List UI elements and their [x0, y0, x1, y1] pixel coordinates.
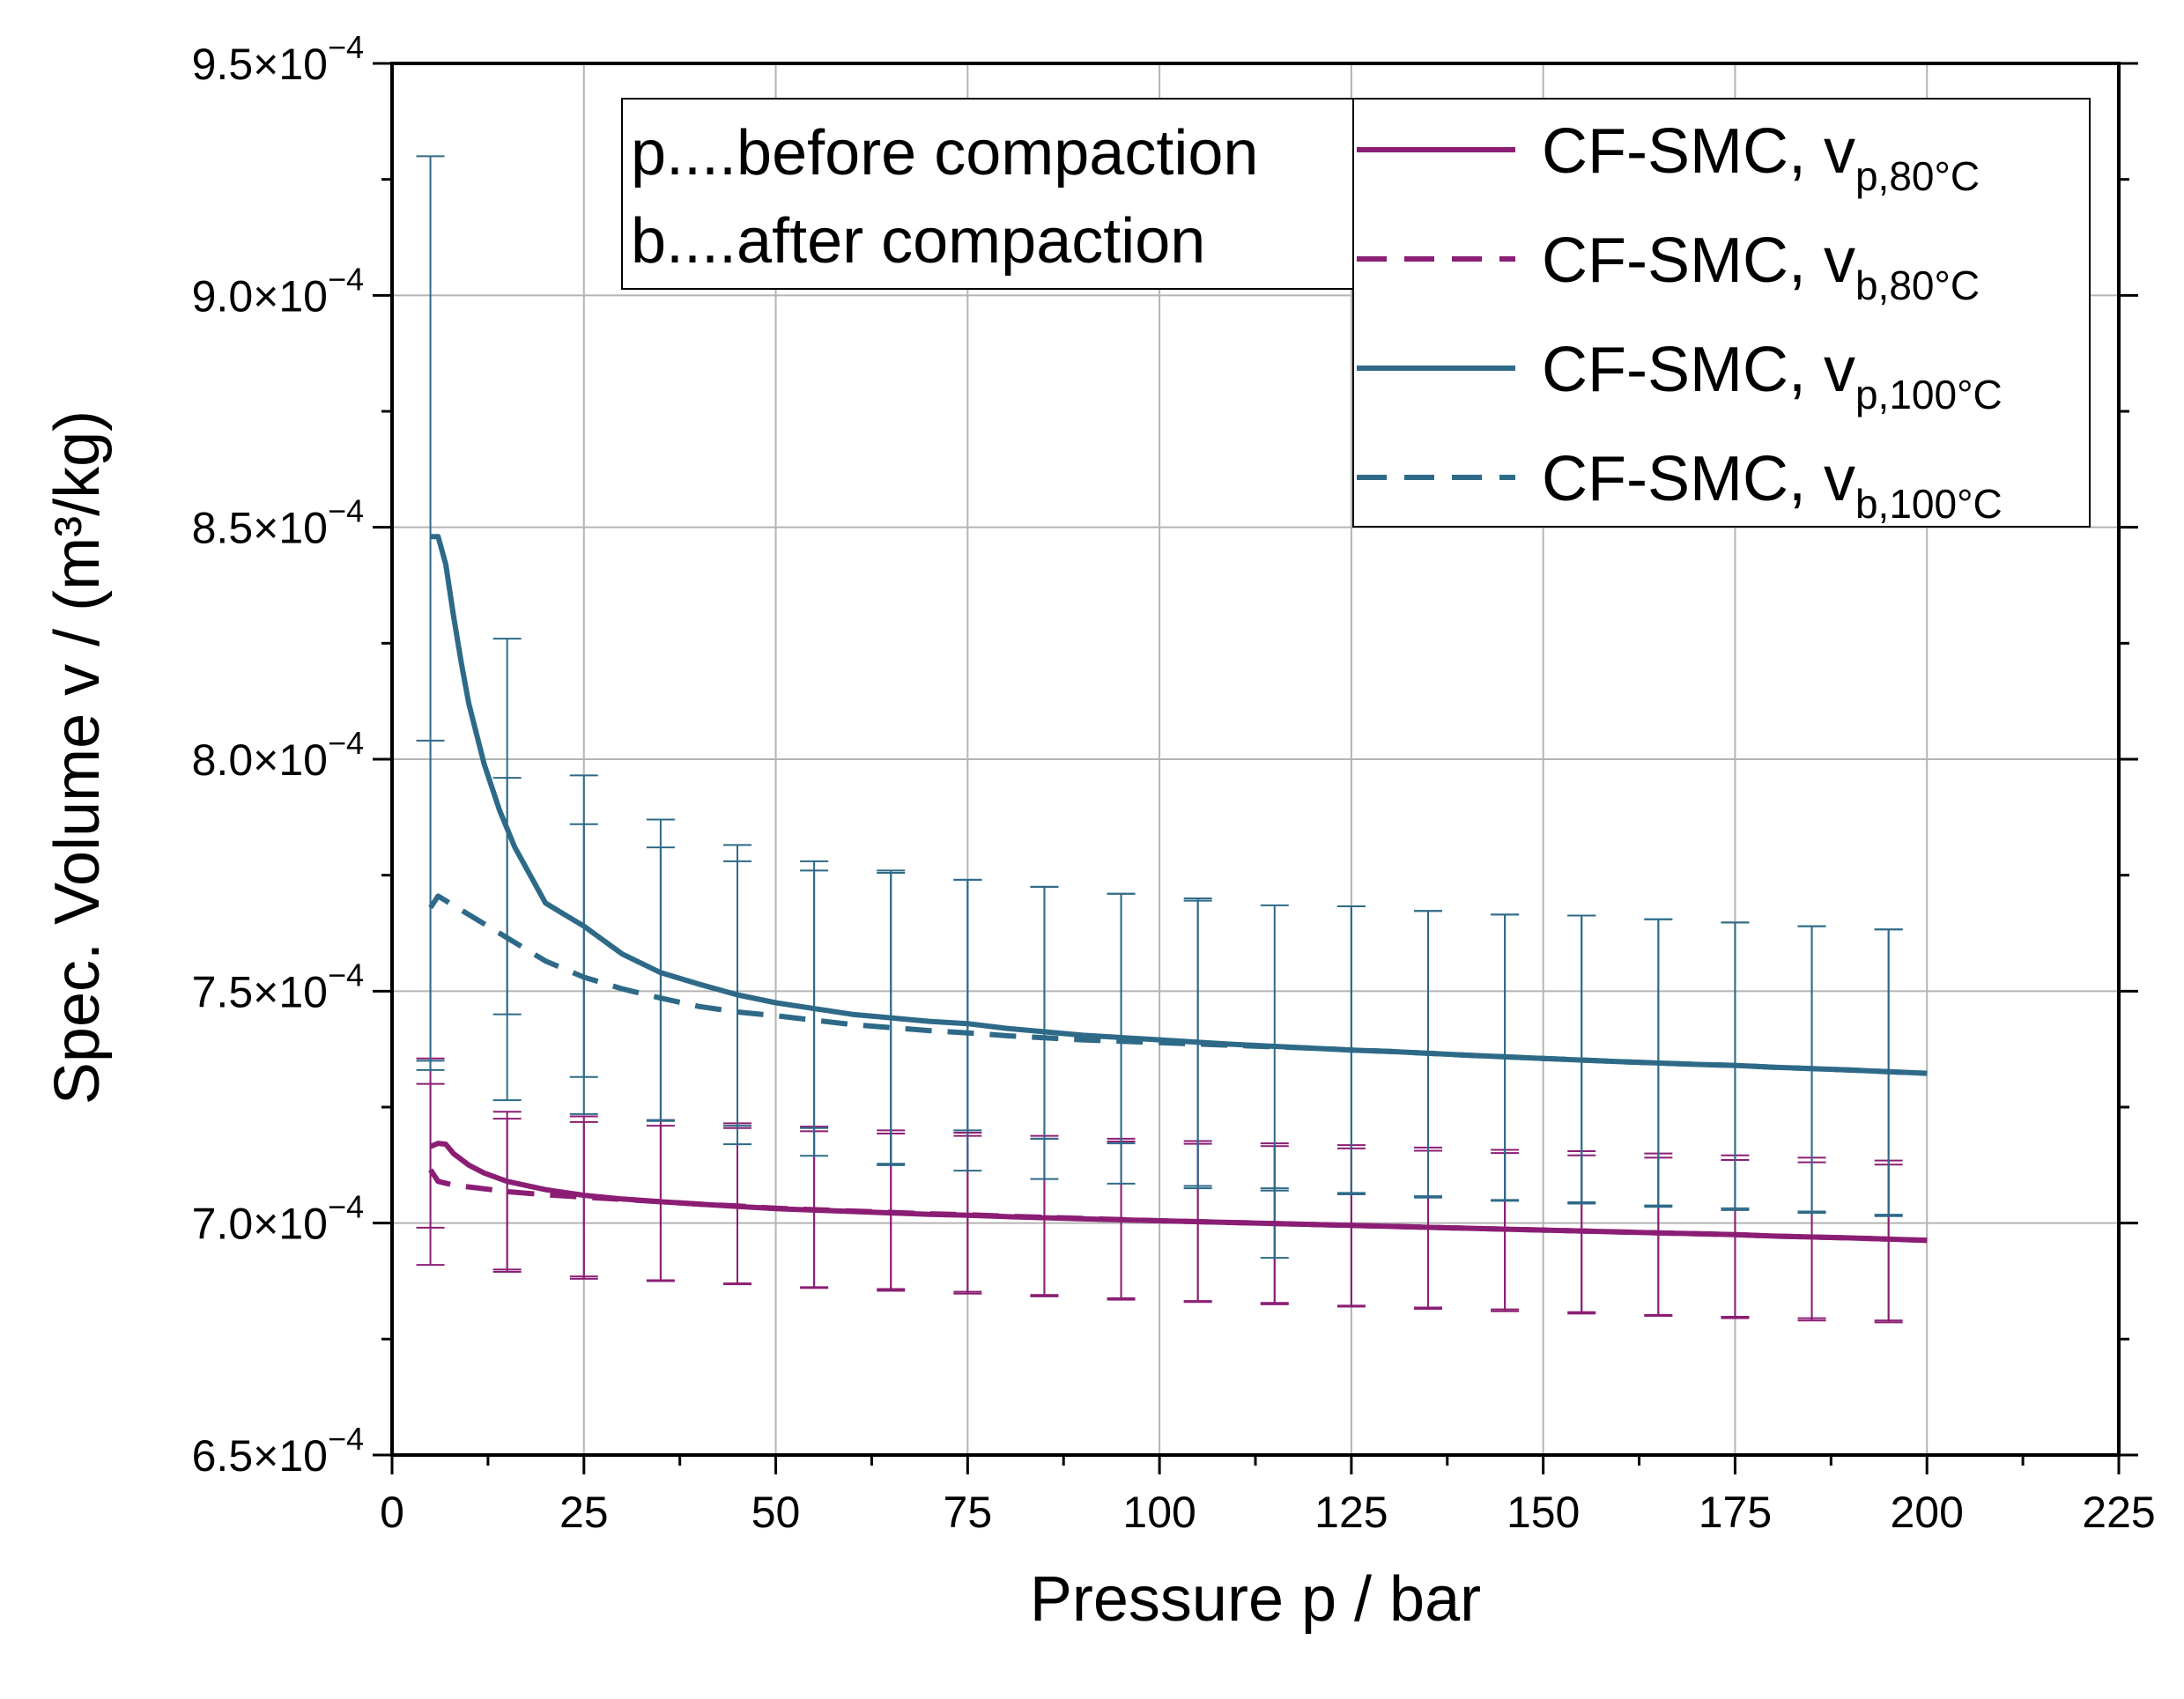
annotation-frame [621, 98, 1354, 290]
y-tick-label: 8.0×10−4 [192, 725, 364, 785]
legend-label-1: CF-SMC, vp,80°C [1542, 116, 1980, 199]
y-tick-label: 8.5×10−4 [192, 493, 364, 553]
legend-label-2: CF-SMC, vb,80°C [1542, 225, 1980, 308]
y-axis-title: Spec. Volume v / (m³/kg) [42, 410, 113, 1104]
y-tick-label: 7.5×10−4 [192, 957, 364, 1016]
legend-frame [1352, 98, 2091, 528]
x-tick-label: 100 [1122, 1488, 1196, 1537]
x-tick-label: 200 [1891, 1488, 1964, 1537]
axis-ticks [373, 62, 2138, 1474]
annotation-line-after: b....after compaction [631, 206, 1205, 277]
x-tick-label: 50 [751, 1488, 801, 1537]
x-tick-label: 175 [1699, 1488, 1772, 1537]
y-tick-labels: 6.5×10−4 7.0×10−4 7.5×10−4 8.0×10−4 8.5×10−4… [192, 29, 364, 1481]
y-tick-label: 9.5×10−4 [192, 29, 364, 89]
annotation-box: p....before compaction b....after compac… [621, 98, 1354, 290]
x-tick-label: 150 [1507, 1488, 1580, 1537]
series-line-4 [428, 893, 1928, 1076]
x-tick-label: 25 [559, 1488, 609, 1537]
series-line-3 [430, 534, 1928, 1076]
x-tick-label: 125 [1314, 1488, 1388, 1537]
x-tick-label: 75 [944, 1488, 993, 1537]
legend-label-3: CF-SMC, vp,100°C [1542, 335, 2003, 417]
y-tick-label: 6.5×10−4 [192, 1421, 364, 1481]
x-tick-label: 225 [2082, 1488, 2155, 1537]
x-tick-labels: 0 25 50 75 100 125 150 175 200 225 [380, 1488, 2156, 1537]
annotation-line-before: p....before compaction [631, 118, 1258, 188]
x-axis-title: Pressure p / bar [1030, 1564, 1481, 1635]
y-tick-label: 9.0×10−4 [192, 261, 364, 321]
series-line-2 [428, 1168, 1928, 1244]
data-series [428, 534, 1928, 1244]
legend-label-4: CF-SMC, vb,100°C [1542, 444, 2003, 527]
x-tick-label: 0 [380, 1488, 404, 1537]
y-tick-label: 7.0×10−4 [192, 1189, 364, 1249]
legend: CF-SMC, vp,80°C CF-SMC, vb,80°C CF-SMC, vp… [1352, 98, 2091, 528]
